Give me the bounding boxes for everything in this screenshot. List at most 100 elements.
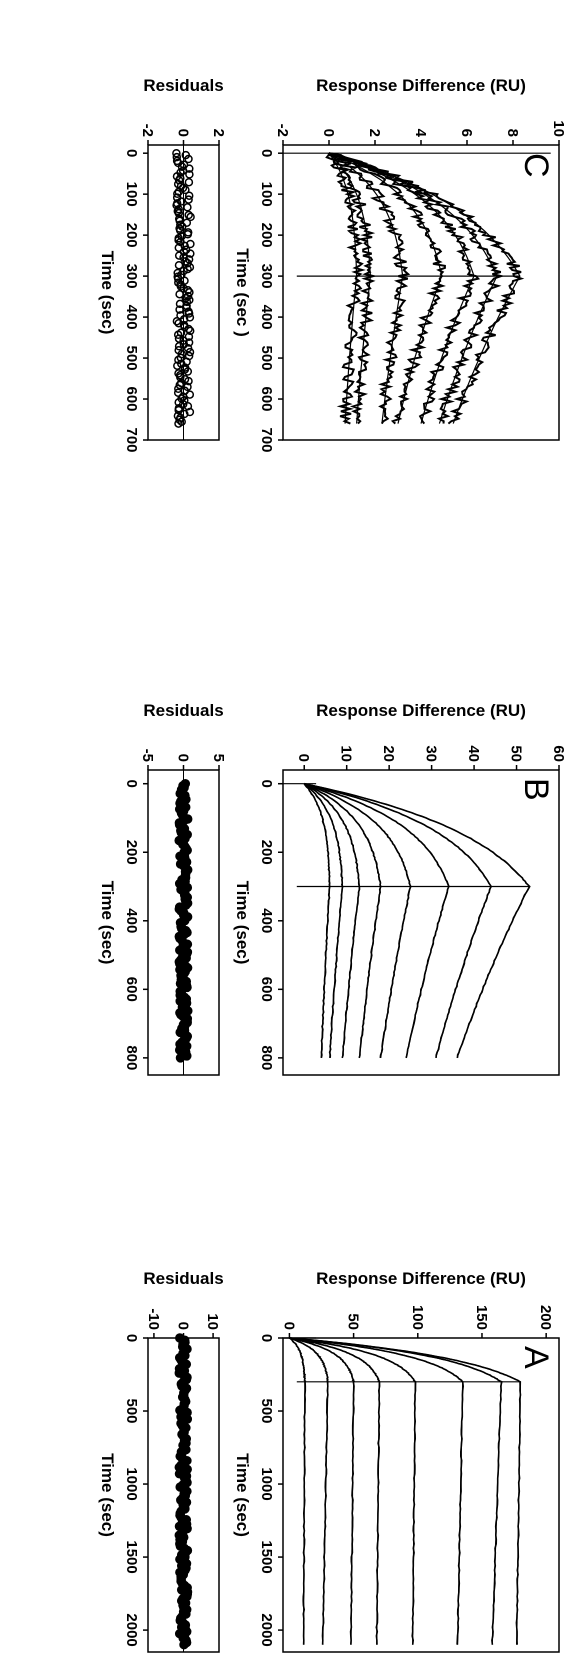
residual-xtick-label: 400 (123, 305, 140, 330)
ytick-label: 60 (550, 745, 567, 762)
panel-b: B Response Difference (RU) Time (sec) 01… (98, 701, 567, 1075)
xtick-label: 200 (258, 223, 275, 248)
fit-curve (289, 1338, 353, 1645)
panel-a-residual-ylabel: Residuals (143, 1269, 223, 1288)
data-trace (289, 1338, 501, 1645)
panel-a-curves (283, 1338, 521, 1645)
xtick-label: 0 (258, 1334, 275, 1342)
data-trace (304, 784, 411, 1058)
panel-c-curves (283, 153, 551, 423)
residual-xtick-label: 400 (123, 908, 140, 933)
panel-c-residual-xlabel: Time (sec) (98, 251, 117, 335)
ytick-label: 2 (366, 129, 383, 137)
fit-curve (289, 1338, 327, 1645)
panel-b-label: B (517, 778, 555, 801)
residual-xtick-label: 1000 (123, 1467, 140, 1500)
ytick-label: 200 (537, 1305, 554, 1330)
xtick-label: 400 (258, 305, 275, 330)
data-trace (289, 1338, 305, 1645)
fit-curve (304, 784, 529, 1058)
residual-xtick-label: 500 (123, 346, 140, 371)
residual-xtick-label: 1500 (123, 1540, 140, 1573)
panel-b-residual-points (175, 780, 192, 1062)
xtick-label: 700 (258, 427, 275, 452)
ytick-label: 10 (550, 120, 567, 137)
residual-xtick-label: 300 (123, 264, 140, 289)
residual-xtick-label: 200 (123, 840, 140, 865)
panel-b-residual-xticks: 0200400600800 (123, 780, 148, 1071)
residual-xtick-label: 600 (123, 977, 140, 1002)
panel-b-xlabel: Time (sec) (233, 881, 252, 965)
xtick-label: 800 (258, 1045, 275, 1070)
panel-a: A Response Difference (RU) Time (sec) 05… (98, 1269, 559, 1652)
fit-curve (329, 153, 403, 423)
ytick-label: 20 (380, 745, 397, 762)
panel-a-xlabel: Time (sec) (233, 1453, 252, 1537)
ytick-label: 30 (423, 745, 440, 762)
residual-xtick-label: 0 (123, 1334, 140, 1342)
xtick-label: 500 (258, 346, 275, 371)
residual-ytick-label: 10 (204, 1313, 221, 1330)
residual-xtick-label: 700 (123, 427, 140, 452)
residual-point (185, 179, 192, 186)
panel-c-label: C (517, 153, 555, 178)
residual-ytick-label: 5 (210, 754, 227, 762)
residual-point (180, 1641, 188, 1649)
data-trace (289, 1338, 327, 1645)
xtick-label: 300 (258, 264, 275, 289)
residual-point (186, 391, 193, 398)
ytick-label: 6 (458, 129, 475, 137)
panel-b-residual-ylabel: Residuals (143, 701, 223, 720)
residual-point (176, 252, 183, 259)
ytick-label: 50 (508, 745, 525, 762)
residual-xtick-label: 800 (123, 1045, 140, 1070)
xtick-label: 100 (258, 182, 275, 207)
panel-c-residual-points (173, 150, 194, 427)
ytick-label: 50 (345, 1313, 362, 1330)
panel-c-yticks: -20246810 (274, 120, 567, 145)
panel-c-xlabel: Time (sec ) (233, 248, 252, 337)
panel-b-xticks: 0200400600800 (258, 780, 283, 1071)
residual-xtick-label: 500 (123, 1399, 140, 1424)
fit-curve (304, 784, 410, 1058)
ytick-label: 10 (338, 745, 355, 762)
residual-xtick-label: 600 (123, 387, 140, 412)
panel-c-ylabel: Response Difference (RU) (316, 76, 526, 95)
fit-curve (289, 1338, 501, 1645)
ytick-label: 40 (465, 745, 482, 762)
ytick-label: 4 (412, 129, 429, 138)
panel-c-residual-xticks: 0100200300400500600700 (123, 149, 148, 452)
xtick-label: 0 (258, 149, 275, 157)
residual-point (173, 318, 180, 325)
fit-curve (304, 784, 380, 1058)
residual-point (184, 204, 191, 211)
xtick-label: 0 (258, 780, 275, 788)
data-trace (304, 784, 381, 1058)
panel-b-yticks: 0102030405060 (295, 745, 567, 770)
residual-ytick-label: 0 (175, 129, 192, 137)
ytick-label: 8 (504, 129, 521, 137)
xtick-label: 200 (258, 840, 275, 865)
data-trace (304, 784, 329, 1058)
residual-ytick-label: 0 (175, 754, 192, 762)
residual-xtick-label: 0 (123, 149, 140, 157)
residual-ytick-label: -10 (145, 1308, 162, 1330)
residual-ytick-label: 0 (175, 1322, 192, 1330)
residual-ytick-label: -2 (139, 124, 156, 137)
residual-xtick-label: 2000 (123, 1613, 140, 1646)
panel-c-xticks: 0 100 200 300 400 500 600 700 (258, 149, 283, 452)
residual-xtick-label: 200 (123, 223, 140, 248)
panel-c: C Response Difference (RU) Time (sec ) -… (98, 76, 567, 453)
panel-a-label: A (517, 1346, 555, 1369)
panel-b-residual-xlabel: Time (sec) (98, 881, 117, 965)
fit-curve (304, 784, 329, 1058)
data-trace (289, 1338, 354, 1645)
xtick-label: 600 (258, 387, 275, 412)
xtick-label: 600 (258, 977, 275, 1002)
panel-a-yticks: 050100150200 (280, 1305, 554, 1338)
panel-a-residual-xticks: 0 500 1000 1500 2000 (123, 1334, 148, 1647)
ytick-label: 150 (473, 1305, 490, 1330)
residual-point (185, 212, 192, 219)
residual-point (177, 1054, 185, 1062)
